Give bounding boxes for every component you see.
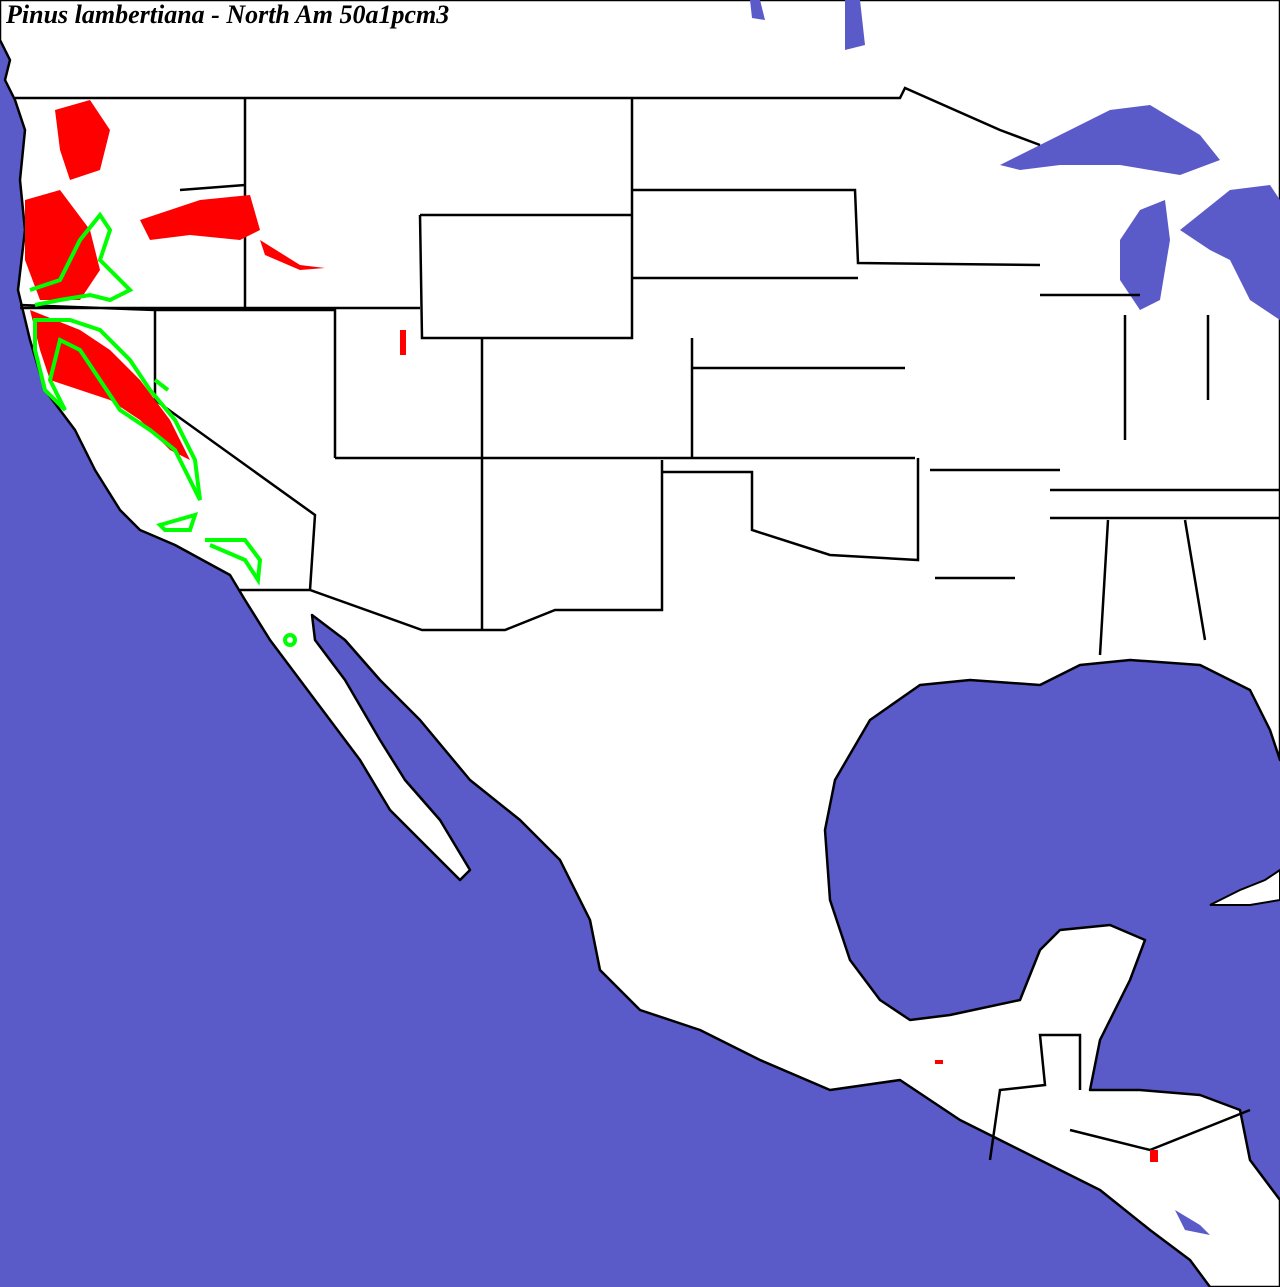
current-range-outline-green — [29, 211, 297, 647]
projected-range-red — [25, 100, 1158, 1162]
map-title: Pinus lambertiana - North Am 50a1pcm3 — [6, 0, 450, 29]
cuba-island — [1209, 868, 1280, 906]
great-lakes — [750, 0, 1280, 1235]
